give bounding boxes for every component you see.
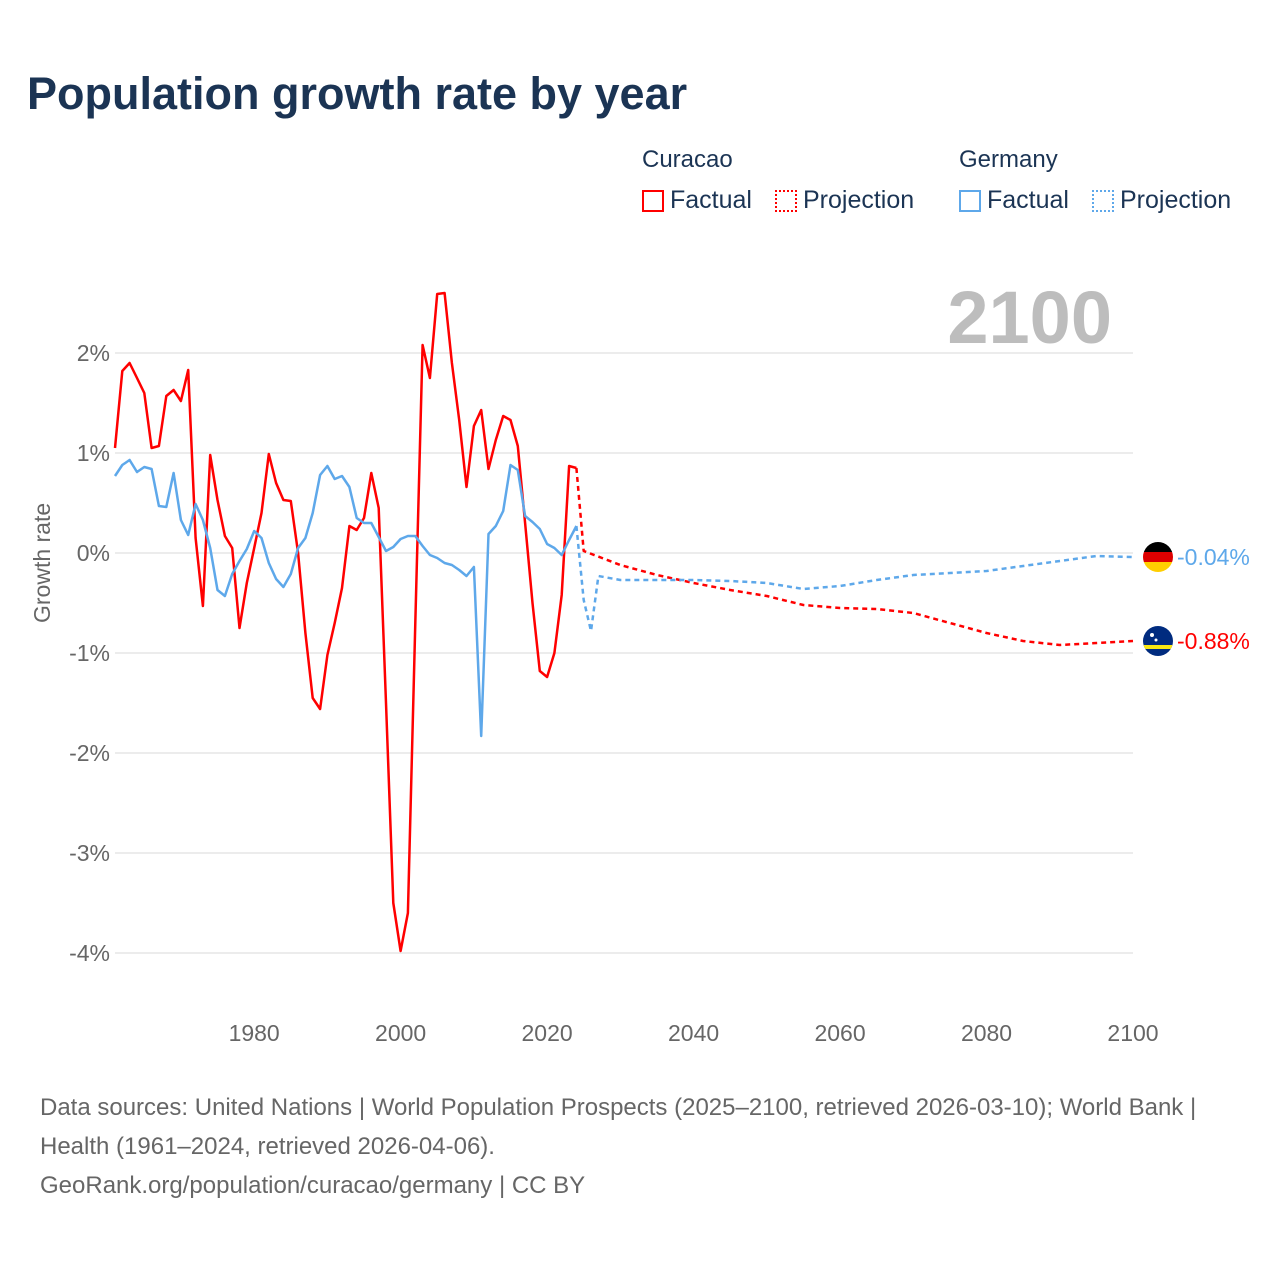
legend-label: Factual [987,186,1069,214]
y-tick-label: 1% [77,440,110,466]
solid-swatch-icon [959,189,981,212]
x-tick-label: 1980 [229,1020,280,1046]
x-tick-label: 2000 [375,1020,426,1046]
y-tick-label: -1% [69,640,110,666]
x-tick-label: 2080 [961,1020,1012,1046]
y-axis-label: Growth rate [29,503,55,623]
legend-label: Projection [1120,186,1232,214]
y-tick-label: 0% [77,540,110,566]
legend-germany-projection[interactable]: Projection [1092,186,1231,215]
germany-flag-icon [1143,542,1173,572]
germany-factual-line [113,458,578,738]
data-sources: Data sources: United Nations | World Pop… [40,1094,1197,1160]
y-tick-label: 2% [77,340,110,366]
dotted-swatch-icon [775,189,797,212]
x-tick-label: 2020 [522,1020,573,1046]
y-tick-label: -3% [69,840,110,866]
legend-group-germany: Germany [959,146,1058,173]
legend-curacao-projection[interactable]: Projection [775,186,914,215]
curacao-flag-icon [1143,626,1173,656]
legend-label: Projection [803,186,915,214]
legend-curacao-factual[interactable]: Factual [642,186,752,215]
solid-swatch-icon [642,189,664,212]
curacao-factual-line [113,291,577,953]
end-value-label: -0.04% [1177,544,1250,570]
footer: Data sources: United Nations | World Pop… [40,1088,1240,1205]
credit-link[interactable]: GeoRank.org/population/curacao/germany |… [40,1172,586,1199]
legend-germany-factual[interactable]: Factual [959,186,1069,215]
legend-label: Factual [670,186,752,214]
x-tick-label: 2100 [1107,1020,1158,1046]
end-value-label: -0.88% [1177,628,1250,654]
germany-projection-line [575,525,1134,633]
y-tick-label: -4% [69,940,110,966]
y-tick-label: -2% [69,740,110,766]
curacao-projection-line [575,467,1134,647]
x-tick-label: 2040 [668,1020,719,1046]
dotted-swatch-icon [1092,189,1114,212]
year-watermark: 2100 [947,276,1112,359]
x-tick-label: 2060 [814,1020,865,1046]
chart-title: Population growth rate by year [27,68,688,119]
legend-group-curacao: Curacao [642,146,733,173]
